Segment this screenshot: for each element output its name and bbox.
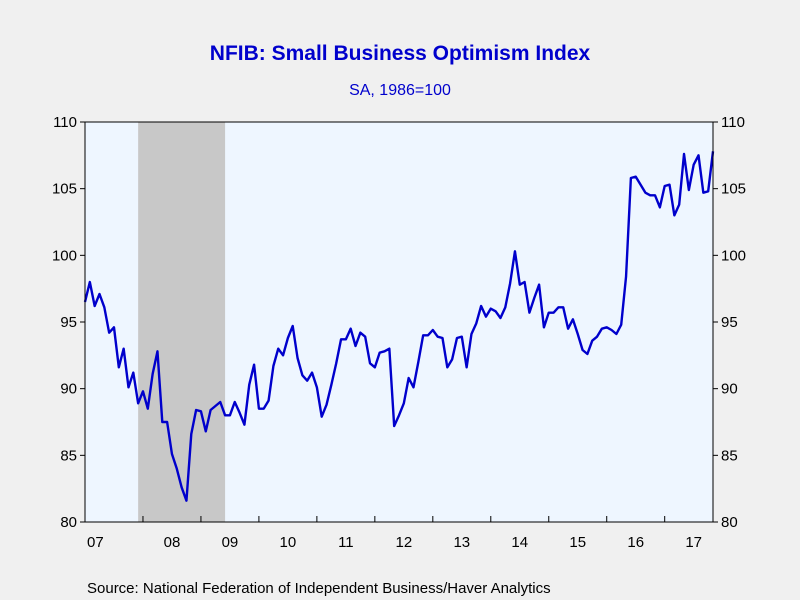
y-tick-label-right: 105 [721, 181, 746, 198]
chart-subtitle: SA, 1986=100 [349, 82, 451, 99]
y-tick-label-left: 110 [53, 114, 77, 131]
y-tick-label-right: 80 [721, 514, 738, 531]
y-tick-label-right: 85 [721, 447, 738, 464]
source-note: Source: National Federation of Independe… [87, 580, 551, 597]
series-line [83, 151, 715, 502]
y-tick-label-left: 95 [60, 314, 77, 331]
y-axis-left: 80 85 90 95 100 105 110 [52, 114, 77, 531]
x-axis: 07 08 09 10 11 12 13 14 15 16 17 [87, 534, 702, 551]
x-tick-label: 15 [569, 534, 586, 551]
x-tick-label: 11 [338, 534, 354, 551]
y-tick-label-right: 90 [721, 381, 738, 398]
x-tick-label: 17 [685, 534, 702, 551]
x-tick-label: 14 [511, 534, 528, 551]
y-tick-label-left: 80 [60, 514, 77, 531]
x-tick-label: 16 [627, 534, 644, 551]
y-tick-label-left: 90 [60, 381, 77, 398]
y-tick-label-left: 100 [52, 247, 77, 264]
y-tick-label-right: 95 [721, 314, 738, 331]
tick-marks [80, 121, 718, 523]
x-tick-label: 09 [222, 534, 239, 551]
y-tick-label-right: 100 [721, 247, 746, 264]
x-tick-label: 12 [395, 534, 412, 551]
x-tick-label: 08 [164, 534, 181, 551]
y-tick-label-right: 110 [721, 114, 745, 131]
x-tick-label: 07 [87, 534, 104, 551]
plot-frame [84, 121, 714, 523]
chart-title: NFIB: Small Business Optimism Index [210, 42, 591, 65]
x-tick-label: 10 [280, 534, 297, 551]
y-axis-right: 80 85 90 95 100 105 110 [721, 114, 746, 531]
y-tick-label-left: 105 [52, 181, 77, 198]
y-tick-label-left: 85 [60, 447, 77, 464]
recession-band [138, 122, 226, 522]
x-tick-label: 13 [453, 534, 470, 551]
